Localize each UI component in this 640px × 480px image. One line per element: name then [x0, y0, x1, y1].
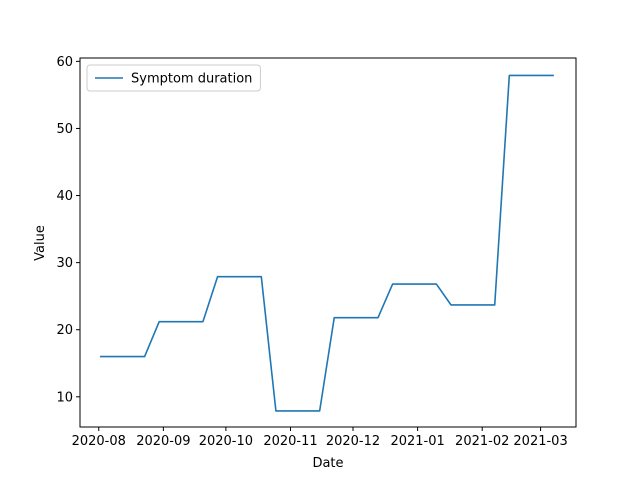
y-tick-label: 60: [56, 55, 73, 70]
y-tick-label: 50: [56, 122, 73, 137]
legend: Symptom duration: [86, 64, 261, 92]
x-tick-label: 2020-08: [72, 434, 126, 449]
y-tick-label: 20: [56, 323, 73, 338]
y-tick-label: 40: [56, 189, 73, 204]
x-tick-label: 2021-03: [513, 434, 567, 449]
x-tick-label: 2020-11: [263, 434, 317, 449]
y-tick-label: 30: [56, 256, 73, 271]
x-tick-label: 2021-02: [455, 434, 509, 449]
y-axis: 10 20 30 40 50 60: [56, 55, 80, 405]
x-tick-label: 2020-12: [326, 434, 380, 449]
series-layer: [100, 74, 554, 412]
y-tick-label: 10: [56, 390, 73, 405]
x-tick-label: 2020-09: [136, 434, 190, 449]
x-tick-label: 2020-10: [199, 434, 253, 449]
legend-frame: [86, 64, 261, 92]
y-axis-label: Value: [33, 225, 48, 261]
series-line-0: [100, 74, 554, 412]
x-axis: 2020-08 2020-09 2020-10 2020-11 2020-12 2021-…: [72, 427, 568, 449]
legend-label: Symptom duration: [131, 72, 252, 87]
plot-frame: [79, 57, 577, 428]
plot-area: [80, 58, 576, 427]
x-tick-label: 2021-01: [390, 434, 444, 449]
x-axis-label: Date: [312, 456, 343, 471]
